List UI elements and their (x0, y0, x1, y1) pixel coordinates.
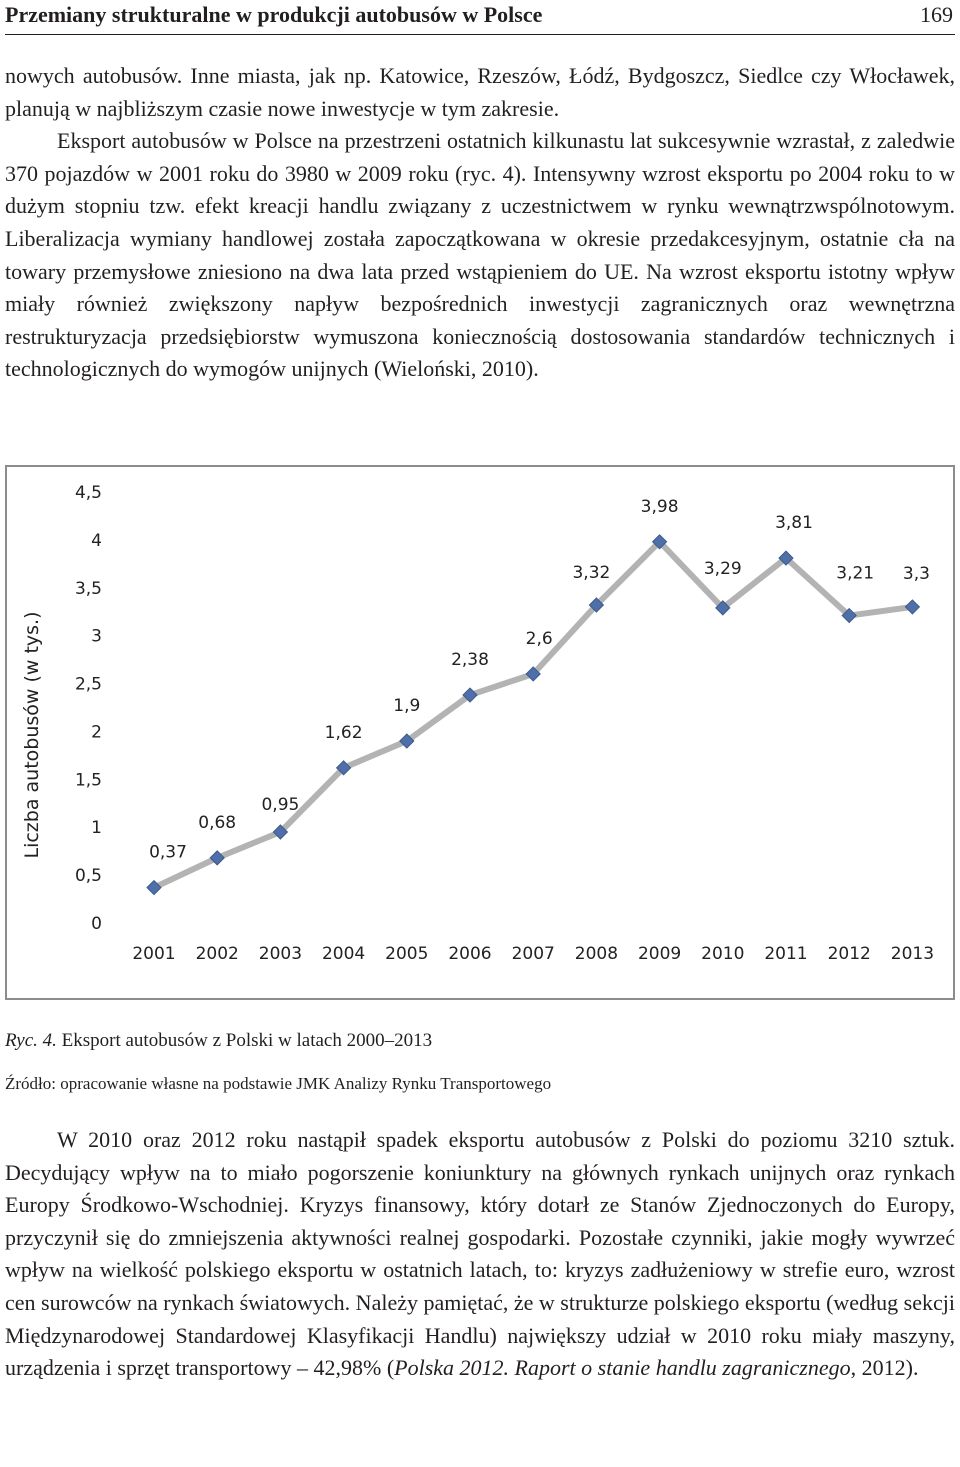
x-tick-label: 2012 (828, 944, 871, 964)
y-tick-label: 2,5 (75, 675, 102, 695)
x-tick-labels: 2001 2002 2003 2004 2005 2006 2007 2008 2009 2010… (132, 944, 934, 964)
data-label: 3,29 (704, 559, 742, 579)
data-point (588, 597, 605, 613)
line-chart: 00,511,522,533,544,5 2001 2002 2003 2004 200… (21, 483, 934, 964)
paragraph-text-end: , 2012). (850, 1355, 919, 1381)
running-title: Przemiany strukturalne w produkcji autob… (5, 2, 543, 27)
figure-caption-text: Eksport autobusów z Polski w latach 2000… (61, 1030, 433, 1051)
series-markers (146, 534, 921, 896)
data-labels: 0,37 0,68 0,95 1,62 1,9 2,38 2,6 3,32 3,98 3,29 3,… (149, 497, 930, 863)
x-tick-label: 2009 (638, 944, 681, 964)
data-label: 0,95 (261, 795, 299, 815)
x-tick-label: 2008 (575, 944, 618, 964)
data-label: 3,81 (775, 513, 813, 533)
figure-source: Źródło: opracowanie własne na podstawie … (5, 1074, 552, 1093)
paragraph-export-decline: W 2010 oraz 2012 roku nastąpił spadek ek… (5, 1124, 955, 1385)
data-point (778, 550, 794, 566)
paragraph-continuation: nowych autobusów. Inne miasta, jak np. K… (5, 63, 955, 121)
x-tick-label: 2001 (132, 944, 175, 964)
paragraph-export-growth: Eksport autobusów w Polsce na przestrzen… (5, 128, 955, 382)
page-number: 169 (920, 2, 953, 27)
figure-caption: Ryc. 4. Eksport autobusów z Polski w lat… (5, 1030, 432, 1052)
y-tick-label: 4,5 (75, 483, 102, 503)
data-label: 3,98 (641, 497, 679, 517)
x-tick-label: 2010 (701, 944, 744, 964)
data-label: 2,38 (451, 650, 489, 670)
data-label: 0,68 (198, 813, 236, 833)
x-tick-label: 2006 (448, 944, 491, 964)
x-tick-label: 2002 (196, 944, 239, 964)
data-point (904, 599, 921, 615)
x-tick-label: 2005 (385, 944, 428, 964)
data-label: 3,3 (903, 564, 930, 584)
data-label: 3,32 (572, 563, 610, 583)
x-tick-label: 2004 (322, 944, 365, 964)
data-point (525, 666, 541, 682)
y-axis-label: Liczba autobusów (w tys.) (21, 611, 43, 858)
y-tick-label: 1 (91, 818, 102, 838)
top-paragraphs: nowych autobusów. Inne miasta, jak np. K… (5, 60, 955, 386)
y-tick-label: 3 (91, 627, 102, 647)
y-tick-label: 0,5 (75, 866, 102, 886)
data-point (272, 824, 289, 840)
x-tick-label: 2007 (512, 944, 555, 964)
data-label: 2,6 (526, 629, 553, 649)
data-point (715, 600, 731, 616)
x-tick-label: 2011 (764, 944, 807, 964)
data-point (146, 879, 162, 896)
page-header: Przemiany strukturalne w produkcji autob… (5, 0, 955, 35)
data-label: 1,9 (393, 696, 420, 716)
data-point (399, 733, 415, 749)
y-tick-label: 2 (91, 722, 102, 742)
data-point (462, 687, 478, 703)
report-title: Polska 2012. Raport o stanie handlu zagr… (394, 1355, 851, 1381)
data-point (841, 607, 857, 624)
data-point (209, 850, 225, 866)
y-tick-label: 3,5 (75, 579, 102, 599)
y-tick-label: 4 (91, 531, 102, 551)
x-tick-label: 2003 (259, 944, 302, 964)
data-point (335, 760, 352, 776)
figure-label: Ryc. 4. (5, 1030, 57, 1051)
y-tick-labels: 0 0,5 1 1,5 2 2,5 3 3,5 4 4,5 (75, 483, 102, 934)
x-tick-label: 2013 (891, 944, 934, 964)
data-label: 0,37 (149, 843, 187, 863)
figure-chart: 0 0,5 1 1,5 2 2,5 3 3,5 4 4,5 2001 2002 2003 2004 200… (5, 465, 955, 1000)
y-tick-label: 1,5 (75, 770, 102, 790)
data-point (651, 534, 668, 550)
bottom-paragraph: W 2010 oraz 2012 roku nastąpił spadek ek… (5, 1124, 955, 1385)
data-label: 1,62 (325, 723, 363, 743)
y-tick-label: 0 (91, 914, 102, 934)
series-line (152, 538, 913, 891)
paragraph-text: W 2010 oraz 2012 roku nastąpił spadek ek… (5, 1127, 955, 1381)
data-label: 3,21 (836, 564, 874, 584)
